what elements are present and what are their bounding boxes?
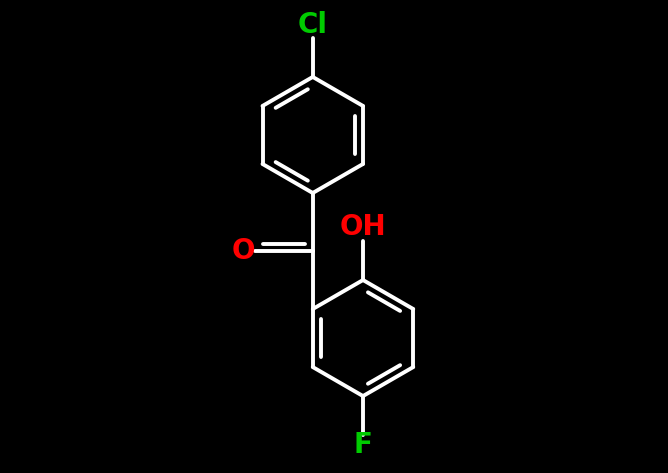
- Text: Cl: Cl: [298, 11, 328, 39]
- Text: OH: OH: [340, 213, 386, 241]
- Text: O: O: [232, 237, 255, 265]
- Text: F: F: [353, 431, 373, 459]
